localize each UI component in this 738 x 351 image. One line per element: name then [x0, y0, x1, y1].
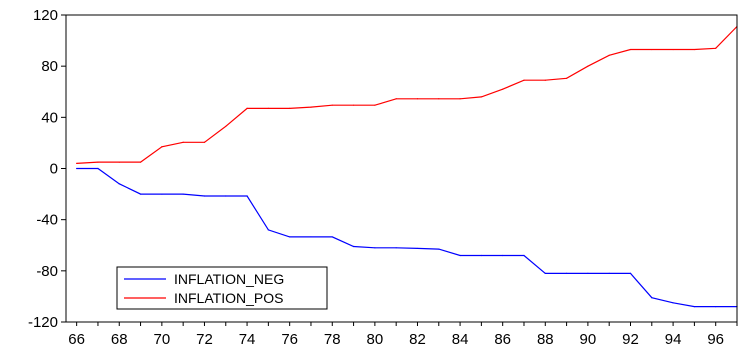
x-tick-label: 80 [367, 331, 384, 348]
x-tick-label: 86 [494, 331, 511, 348]
y-tick-label: -120 [28, 314, 58, 331]
data-point [480, 254, 482, 257]
data-point [502, 254, 504, 257]
data-point [203, 195, 206, 197]
series-lines [76, 25, 738, 308]
data-point [118, 183, 120, 185]
data-point [352, 245, 355, 248]
x-tick-label: 90 [580, 331, 597, 348]
data-point [182, 193, 184, 195]
data-point [587, 65, 589, 67]
y-tick-label: 0 [50, 161, 58, 178]
x-tick-label: 94 [665, 331, 682, 348]
data-point [76, 162, 78, 164]
data-point [161, 146, 163, 148]
data-point [459, 98, 461, 100]
data-point [416, 247, 419, 250]
data-point [715, 47, 717, 49]
y-axis-ticks: 120 80 40 0 -40 -80 -120 [28, 7, 66, 331]
data-point [651, 297, 653, 299]
data-point [629, 272, 632, 274]
data-point [118, 161, 120, 163]
data-point [374, 247, 376, 249]
data-point [203, 141, 206, 143]
data-point [374, 104, 376, 106]
data-point [139, 193, 142, 195]
data-point [693, 306, 695, 308]
series-line-inflation-pos [76, 26, 738, 164]
data-point [629, 48, 632, 51]
data-point [480, 96, 482, 98]
x-tick-label: 70 [154, 331, 171, 348]
data-point [395, 247, 397, 249]
data-point [267, 107, 269, 109]
data-point [608, 272, 610, 274]
y-tick-label: 120 [33, 7, 58, 24]
data-point [565, 272, 568, 274]
legend: INFLATION_NEG INFLATION_POS [116, 266, 328, 310]
x-tick-label: 74 [239, 331, 256, 348]
data-point [246, 107, 248, 109]
data-point [693, 48, 695, 51]
x-tick-label: 96 [707, 331, 724, 348]
data-point [502, 88, 504, 90]
data-point [587, 272, 589, 274]
data-point [438, 98, 440, 100]
data-point [289, 107, 291, 109]
x-tick-label: 84 [452, 331, 469, 348]
series-line-inflation-neg [76, 167, 737, 308]
data-point [523, 254, 525, 257]
x-tick-label: 82 [409, 331, 426, 348]
data-point [672, 302, 674, 304]
data-point [289, 236, 291, 238]
data-point [438, 248, 440, 250]
x-tick-label: 68 [111, 331, 128, 348]
data-point [310, 236, 312, 238]
data-point [310, 106, 312, 108]
data-point [523, 79, 525, 81]
data-point [76, 167, 78, 170]
plot-frame [65, 14, 738, 323]
data-point [225, 195, 227, 197]
data-point [246, 195, 248, 197]
data-point [352, 104, 355, 106]
x-axis-ticks: 66 68 70 72 74 76 78 80 82 84 86 88 90 92 94 96 [68, 322, 738, 348]
legend-box [116, 266, 328, 310]
legend-label: INFLATION_NEG [174, 271, 284, 287]
data-point [672, 48, 674, 51]
legend-label: INFLATION_POS [174, 290, 283, 306]
data-point [395, 98, 397, 100]
x-tick-label: 72 [196, 331, 213, 348]
y-tick-label: -80 [36, 263, 58, 280]
data-point [139, 161, 142, 163]
data-point [715, 306, 717, 308]
data-point [97, 161, 99, 163]
data-point [331, 104, 333, 106]
y-tick-label: 80 [41, 58, 58, 75]
data-point [331, 236, 333, 238]
data-point [565, 77, 568, 79]
data-point [416, 98, 419, 100]
data-point [459, 254, 461, 257]
data-point [608, 54, 610, 56]
data-point [651, 48, 653, 51]
y-tick-label: 40 [41, 109, 58, 126]
data-point [267, 229, 269, 231]
y-tick-label: -40 [36, 212, 58, 229]
x-tick-label: 76 [281, 331, 298, 348]
data-point [161, 193, 163, 195]
data-point [182, 141, 184, 143]
x-tick-label: 92 [622, 331, 639, 348]
data-point [544, 272, 546, 274]
x-tick-label: 78 [324, 331, 341, 348]
data-point [544, 79, 546, 81]
data-point [225, 125, 227, 127]
x-tick-label: 66 [68, 331, 85, 348]
data-point [97, 167, 99, 170]
x-tick-label: 88 [537, 331, 554, 348]
